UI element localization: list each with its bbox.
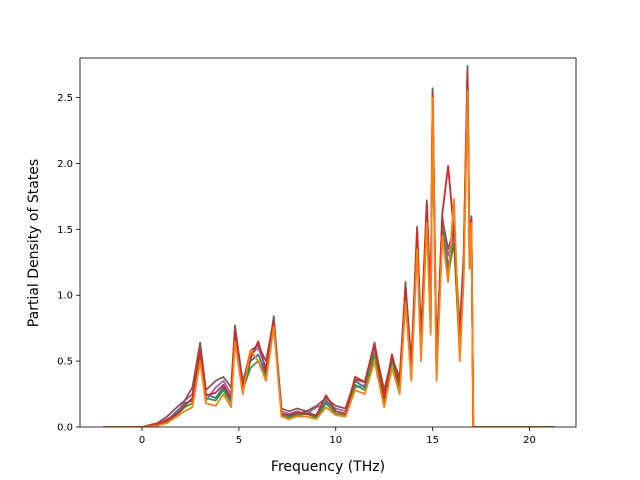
x-tick-label: 0 — [139, 435, 145, 446]
y-tick-label: 2.5 — [57, 93, 73, 104]
y-tick-label: 2.0 — [57, 159, 73, 170]
pdos-series-line-3 — [103, 83, 555, 427]
plot-area — [103, 65, 555, 427]
y-tick-label: 0.0 — [57, 423, 73, 434]
y-tick-label: 0.5 — [57, 357, 73, 368]
y-axis-label: Partial Density of States — [26, 159, 42, 327]
pdos-series-line-5 — [103, 72, 555, 427]
x-tick-label: 5 — [236, 435, 242, 446]
pdos-series-line-6 — [103, 90, 555, 427]
x-axis-label: Frequency (THz) — [271, 459, 385, 475]
axes-frame — [79, 57, 577, 428]
x-axis: 0 5 10 15 20 — [139, 427, 536, 446]
pdos-series-line-1 — [103, 65, 555, 427]
x-tick-label: 10 — [329, 435, 342, 446]
x-tick-label: 20 — [523, 435, 536, 446]
x-tick-label: 15 — [426, 435, 439, 446]
pdos-series-line-4 — [103, 67, 555, 427]
pdos-series-line-2 — [103, 70, 555, 427]
y-tick-label: 1.0 — [57, 291, 73, 302]
y-axis: 0.0 0.5 1.0 1.5 2.0 2.5 — [57, 93, 80, 434]
y-tick-label: 1.5 — [57, 225, 73, 236]
